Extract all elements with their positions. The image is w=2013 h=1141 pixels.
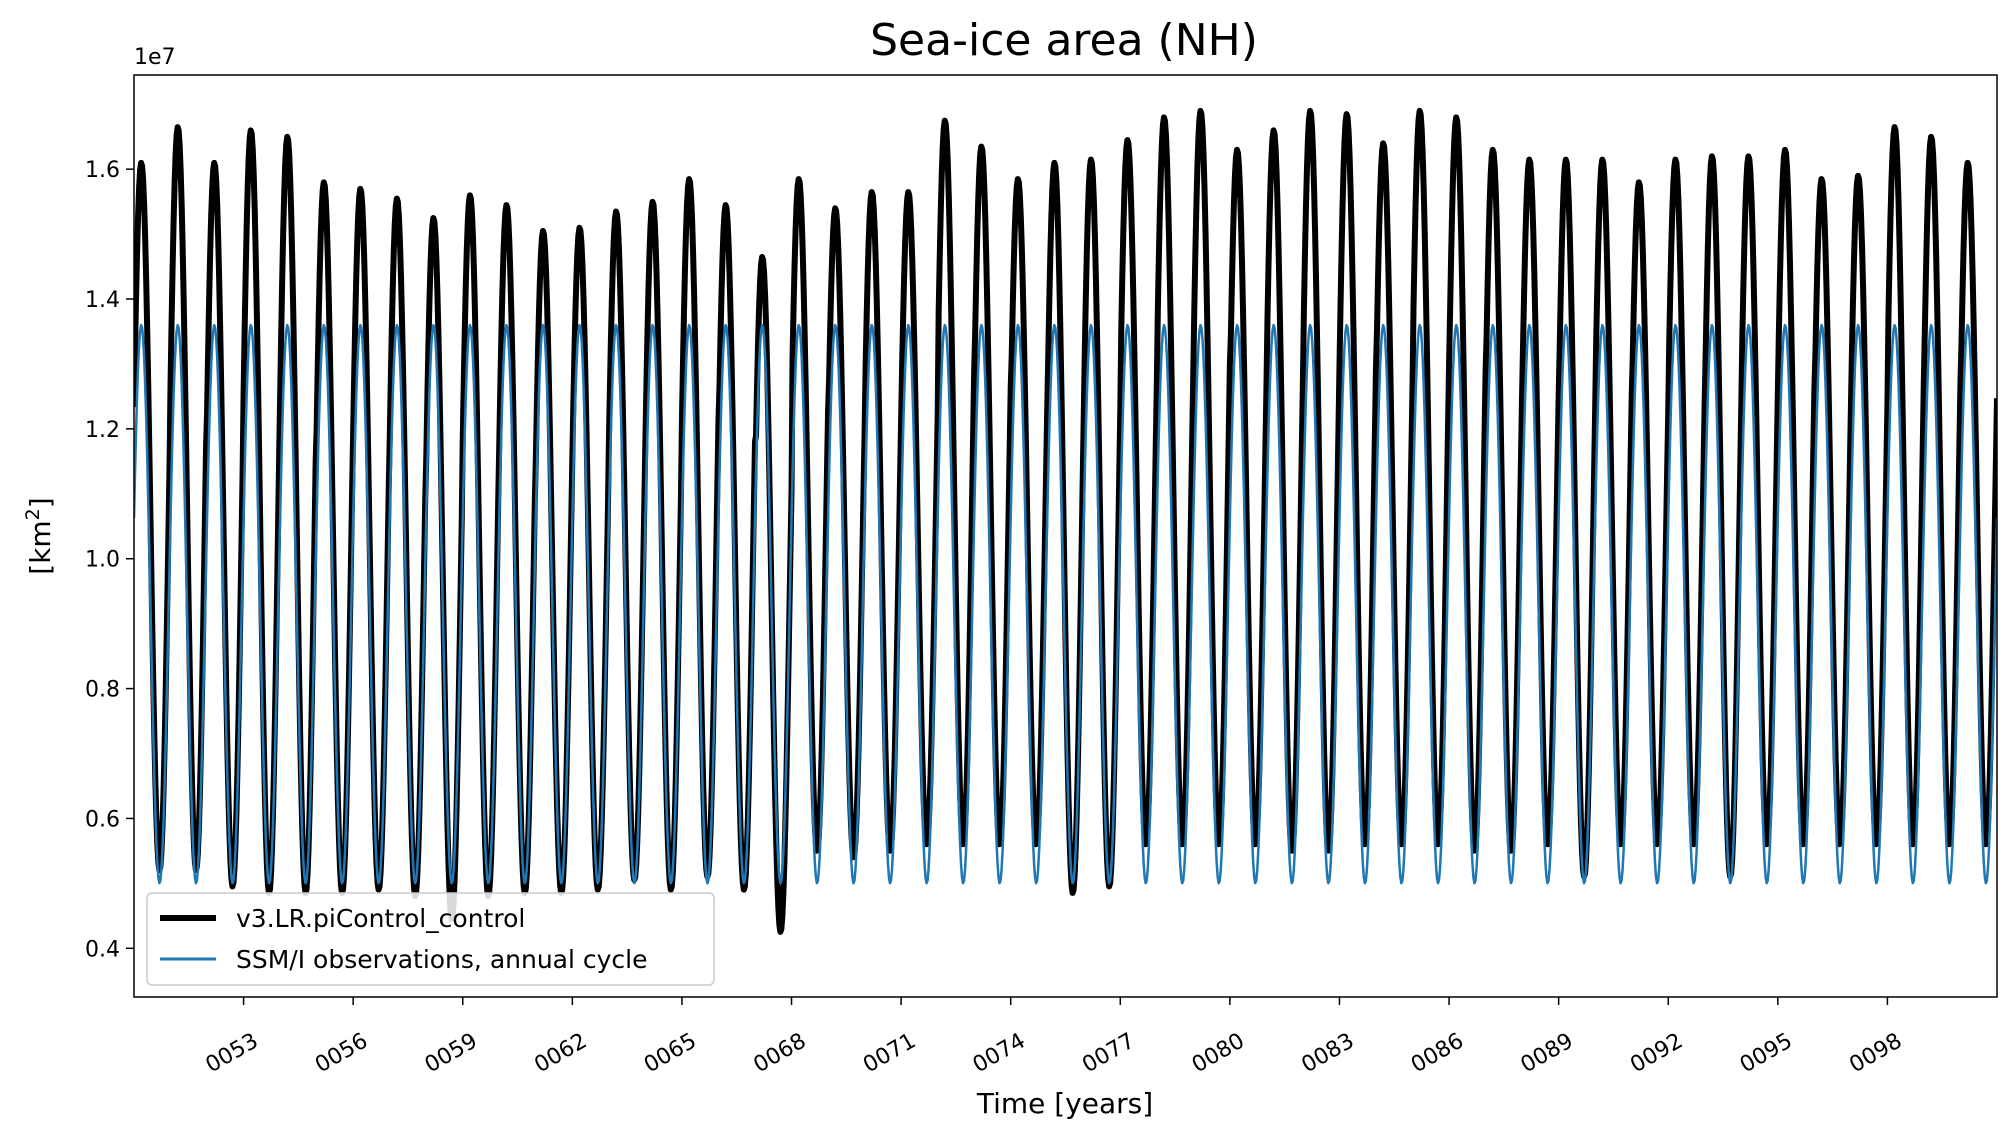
- y-tick-label: 0.6: [85, 807, 120, 832]
- y-tick-label: 1.2: [85, 418, 120, 443]
- y-tick-label: 0.8: [85, 678, 120, 703]
- x-tick-label: 0065: [640, 1029, 701, 1079]
- x-tick-label: 0083: [1297, 1029, 1358, 1079]
- x-axis: 0053 0056 0059 0062 0065 0068 0071 0074 0077 0080…: [202, 997, 1906, 1079]
- legend-box: [146, 892, 715, 986]
- x-tick-label: 0080: [1188, 1029, 1249, 1079]
- x-tick-label: 0056: [311, 1029, 372, 1079]
- x-tick-label: 0077: [1078, 1029, 1139, 1079]
- x-tick-label: 0098: [1845, 1029, 1906, 1079]
- y-tick-label: 1.6: [85, 158, 120, 183]
- x-tick-label: 0095: [1736, 1029, 1797, 1079]
- x-tick-label: 0071: [859, 1029, 920, 1079]
- x-tick-label: 0089: [1517, 1029, 1578, 1079]
- plot-frame: [133, 74, 1998, 998]
- x-tick-label: 0074: [969, 1029, 1030, 1079]
- x-tick-label: 0086: [1407, 1029, 1468, 1079]
- x-tick-label: 0092: [1626, 1029, 1687, 1079]
- legend: v3.LR.piControl_control SSM/I observatio…: [146, 892, 715, 986]
- chart-title: Sea-ice area (NH): [870, 15, 1258, 66]
- x-tick-label: 0062: [530, 1029, 591, 1079]
- y-axis: 0.4 0.6 0.8 1.0 1.2 1.4 1.6: [85, 158, 134, 962]
- legend-label-obs: SSM/I observations, annual cycle: [236, 945, 648, 974]
- y-tick-label: 1.4: [85, 288, 120, 313]
- y-offset-label: 1e7: [134, 45, 176, 70]
- x-tick-label: 0053: [202, 1029, 263, 1079]
- series-line-observations: [134, 323, 1997, 885]
- plot-area: [134, 107, 1997, 935]
- x-axis-title: Time [years]: [976, 1087, 1153, 1120]
- x-tick-label: 0068: [750, 1029, 811, 1079]
- x-tick-label: 0059: [421, 1029, 482, 1079]
- y-axis-title: [km2]: [22, 497, 57, 574]
- legend-label-model: v3.LR.piControl_control: [236, 904, 525, 933]
- y-tick-label: 0.4: [85, 937, 120, 962]
- y-tick-label: 1.0: [85, 548, 120, 573]
